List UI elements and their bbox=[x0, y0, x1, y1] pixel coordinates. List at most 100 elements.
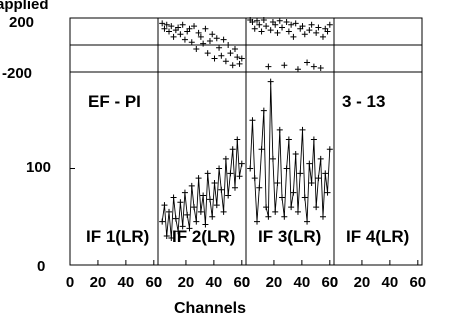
x-axis-label: Channels bbox=[174, 300, 246, 317]
amp-point bbox=[272, 208, 279, 215]
amp-point bbox=[319, 213, 326, 220]
amp-point bbox=[317, 155, 324, 162]
xtick-label: 20 bbox=[178, 274, 195, 291]
subplot-label-if4: IF 4(LR) bbox=[346, 227, 409, 246]
xtick-label: 60 bbox=[233, 274, 250, 291]
phase-point bbox=[177, 31, 184, 38]
phase-point bbox=[213, 35, 220, 42]
xtick-label: 60 bbox=[145, 274, 162, 291]
amp-point bbox=[322, 170, 329, 177]
phase-point bbox=[263, 23, 270, 30]
subplot-label-if2: IF 2(LR) bbox=[172, 227, 235, 246]
phase-point bbox=[175, 24, 182, 31]
amp-point bbox=[159, 218, 166, 225]
phase-point bbox=[254, 17, 261, 24]
panel-left-label: EF - PI bbox=[88, 92, 141, 111]
xtick-label: 60 bbox=[409, 274, 426, 291]
amp-point bbox=[326, 146, 333, 153]
phase-point bbox=[197, 33, 204, 40]
title-top: applied bbox=[0, 0, 49, 13]
amp-point bbox=[238, 160, 245, 167]
panel-right-label: 3 - 13 bbox=[342, 92, 385, 111]
amp-point bbox=[274, 179, 281, 186]
phase-point bbox=[220, 36, 227, 43]
xtick-label: 40 bbox=[294, 274, 311, 291]
amp-point bbox=[222, 155, 229, 162]
amp-point bbox=[281, 213, 288, 220]
amp-point bbox=[218, 186, 225, 193]
amp-point bbox=[188, 182, 195, 189]
amp-point bbox=[191, 204, 198, 211]
amp-point bbox=[247, 165, 254, 172]
amp-point bbox=[161, 202, 168, 209]
phase-point bbox=[188, 39, 195, 46]
phase-point bbox=[222, 58, 229, 65]
phase-point bbox=[308, 21, 315, 28]
amp-series-line bbox=[249, 81, 331, 222]
phase-point bbox=[218, 52, 225, 59]
amp-point bbox=[216, 165, 223, 172]
amp-point bbox=[267, 78, 274, 85]
phase-point bbox=[227, 50, 234, 57]
amp-point bbox=[204, 170, 211, 177]
amp-point bbox=[297, 170, 304, 177]
amp-ytick-0: 0 bbox=[37, 258, 45, 275]
amp-point bbox=[249, 117, 256, 124]
amp-point bbox=[315, 175, 322, 182]
amp-point bbox=[269, 155, 276, 162]
xtick-label: 20 bbox=[266, 274, 283, 291]
amp-point bbox=[211, 179, 218, 186]
amp-point bbox=[313, 204, 320, 211]
phase-point bbox=[319, 33, 326, 40]
amp-point bbox=[260, 107, 267, 114]
phase-point bbox=[258, 28, 265, 35]
amp-point bbox=[227, 170, 234, 177]
amp-point bbox=[283, 165, 290, 172]
amp-point bbox=[225, 192, 232, 199]
phase-point bbox=[306, 27, 313, 34]
phase-point bbox=[256, 21, 263, 28]
phase-point bbox=[260, 17, 267, 23]
amp-point bbox=[256, 184, 263, 191]
phase-point bbox=[251, 25, 258, 32]
phase-point bbox=[281, 62, 288, 69]
amp-point bbox=[285, 136, 292, 143]
phase-point bbox=[206, 37, 213, 44]
amp-point bbox=[231, 184, 238, 191]
data-series bbox=[159, 17, 333, 241]
phase-point bbox=[272, 21, 279, 28]
amp-point bbox=[304, 218, 311, 225]
xtick-label: 60 bbox=[321, 274, 338, 291]
amp-point bbox=[236, 173, 243, 180]
phase-point bbox=[229, 62, 236, 69]
amp-point bbox=[276, 126, 283, 133]
phase-point bbox=[315, 24, 322, 31]
subplot-label-if3: IF 3(LR) bbox=[258, 227, 321, 246]
phase-point bbox=[195, 29, 202, 36]
amp-point bbox=[301, 194, 308, 201]
amp-point bbox=[299, 126, 306, 133]
amp-point bbox=[251, 175, 258, 182]
phase-point bbox=[285, 28, 292, 35]
phase-point bbox=[186, 25, 193, 32]
amp-point bbox=[168, 234, 175, 241]
phase-point bbox=[170, 33, 177, 40]
amp-point bbox=[292, 151, 299, 158]
amp-point bbox=[170, 194, 177, 201]
amp-point bbox=[220, 208, 227, 215]
xtick-label: 0 bbox=[154, 274, 162, 291]
amp-ytick-100: 100 bbox=[26, 159, 51, 176]
amp-point bbox=[234, 136, 241, 143]
phase-point bbox=[324, 28, 331, 35]
phase-point bbox=[283, 19, 290, 26]
phase-point bbox=[299, 23, 306, 30]
amp-point bbox=[166, 208, 173, 215]
axis-ticks: 0 20 40 600 20 40 600 20 40 600 20 40 60 bbox=[66, 17, 426, 291]
phase-point bbox=[231, 46, 238, 53]
phase-point bbox=[290, 33, 297, 40]
xtick-label: 20 bbox=[90, 274, 107, 291]
amp-point bbox=[306, 160, 313, 167]
phase-point bbox=[238, 55, 245, 62]
phase-point bbox=[181, 36, 188, 43]
